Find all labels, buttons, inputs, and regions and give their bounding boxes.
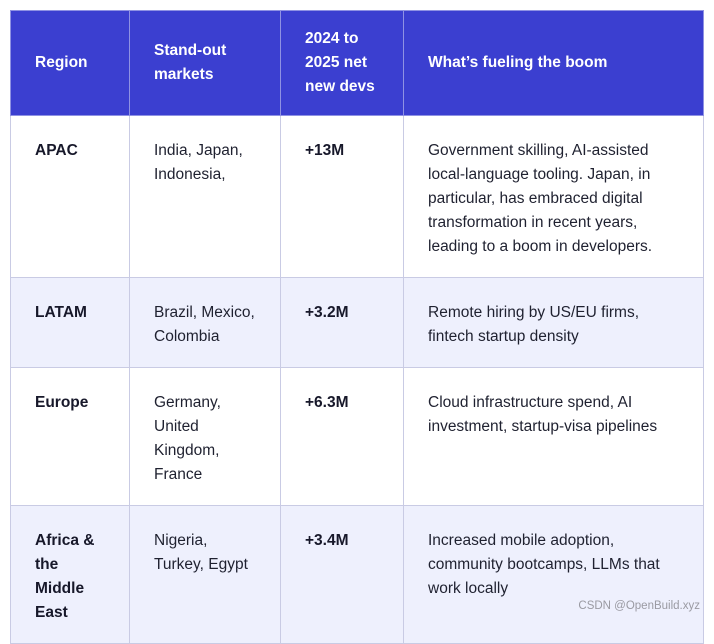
region-cell: LATAM xyxy=(10,277,130,368)
table-row-latam: LATAM Brazil, Mexico, Colombia +3.2M Rem… xyxy=(10,277,704,368)
net-new-devs-cell: +3.2M xyxy=(280,277,404,368)
markets-cell: India, Japan, Indonesia, xyxy=(129,115,281,278)
header-drivers: What’s fueling the boom xyxy=(403,10,704,116)
table-row-apac: APAC India, Japan, Indonesia, +13M Gover… xyxy=(10,115,704,278)
net-new-devs-cell: +6.3M xyxy=(280,367,404,506)
developer-growth-table: Region Stand-out markets 2024 to 2025 ne… xyxy=(10,10,704,644)
drivers-cell: Government skilling, AI-assisted local-l… xyxy=(403,115,704,278)
markets-cell: Nigeria, Turkey, Egypt xyxy=(129,505,281,644)
developer-growth-table-container: Region Stand-out markets 2024 to 2025 ne… xyxy=(10,10,704,644)
net-new-devs-cell: +13M xyxy=(280,115,404,278)
header-region: Region xyxy=(10,10,130,116)
table-body: APAC India, Japan, Indonesia, +13M Gover… xyxy=(10,115,704,644)
markets-cell: Germany, United Kingdom, France xyxy=(129,367,281,506)
net-new-devs-cell: +3.4M xyxy=(280,505,404,644)
header-net-new-devs: 2024 to 2025 net new devs xyxy=(280,10,404,116)
region-cell: Europe xyxy=(10,367,130,506)
header-row: Region Stand-out markets 2024 to 2025 ne… xyxy=(10,10,704,116)
markets-cell: Brazil, Mexico, Colombia xyxy=(129,277,281,368)
table-row-africa-middle-east: Africa & the Middle East Nigeria, Turkey… xyxy=(10,505,704,644)
header-stand-out-markets: Stand-out markets xyxy=(129,10,281,116)
region-cell: Africa & the Middle East xyxy=(10,505,130,644)
region-cell: APAC xyxy=(10,115,130,278)
drivers-cell: Cloud infrastructure spend, AI investmen… xyxy=(403,367,704,506)
watermark: CSDN @OpenBuild.xyz xyxy=(578,600,700,612)
table-row-europe: Europe Germany, United Kingdom, France +… xyxy=(10,367,704,506)
table-header: Region Stand-out markets 2024 to 2025 ne… xyxy=(10,10,704,116)
drivers-cell: Increased mobile adoption, community boo… xyxy=(403,505,704,644)
drivers-cell: Remote hiring by US/EU firms, fintech st… xyxy=(403,277,704,368)
